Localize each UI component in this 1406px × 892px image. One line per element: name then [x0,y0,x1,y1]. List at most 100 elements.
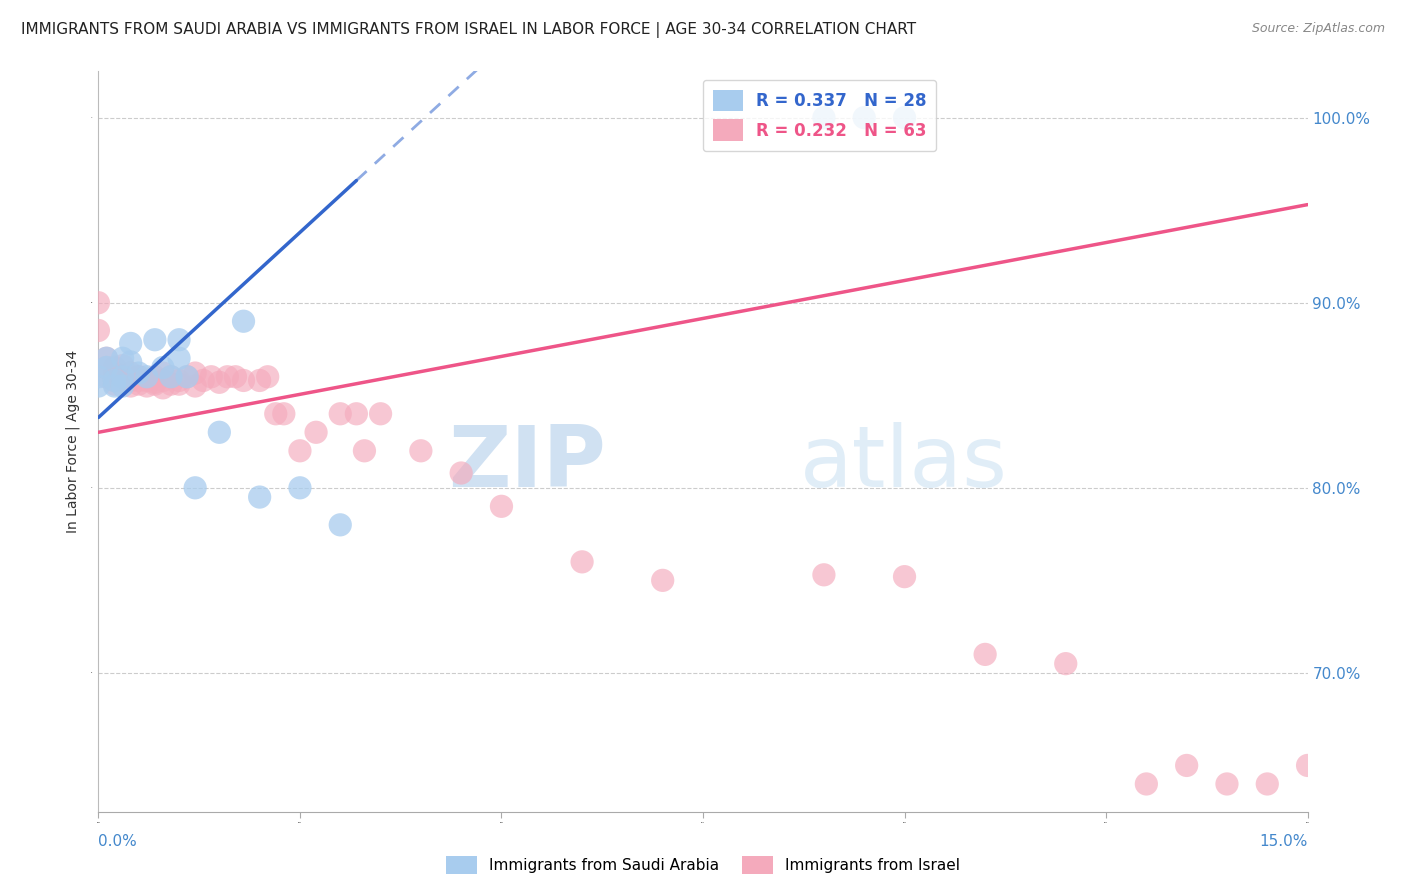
Point [450,466,472,480]
Y-axis label: In Labor Force | Age 30-34: In Labor Force | Age 30-34 [66,350,80,533]
Point [135,369,157,384]
Point [111,351,134,366]
Point [167,351,190,366]
Point [288,481,311,495]
Point [111,369,134,384]
Point [143,377,166,392]
Point [143,369,166,384]
Point [1135,777,1157,791]
Point [344,407,367,421]
Point [167,374,190,388]
Point [184,379,207,393]
Point [249,374,271,388]
Point [232,374,254,388]
Point [1175,758,1198,772]
Point [111,369,134,384]
Point [167,333,190,347]
Point [176,369,198,384]
Point [571,555,593,569]
Point [120,379,142,393]
Point [184,481,207,495]
Point [1054,657,1077,671]
Point [853,111,876,125]
Point [103,377,125,392]
Point [111,379,134,393]
Point [167,377,190,392]
Point [273,407,295,421]
Point [193,374,215,388]
Point [893,111,915,125]
Point [135,374,157,388]
Point [152,381,174,395]
Point [200,369,222,384]
Point [143,376,166,390]
Point [232,314,254,328]
Point [120,374,142,388]
Point [135,379,157,393]
Point [120,366,142,380]
Point [96,351,118,366]
Point [128,369,150,384]
Point [96,360,118,375]
Point [128,374,150,388]
Point [128,369,150,384]
Point [651,574,673,588]
Point [87,323,110,337]
Text: 0.0%: 0.0% [98,834,138,849]
Point [409,443,432,458]
Point [813,111,835,125]
Point [370,407,392,421]
Point [813,567,835,582]
Point [111,359,134,373]
Point [96,351,118,366]
Point [87,379,110,393]
Legend: R = 0.337   N = 28, R = 0.232   N = 63: R = 0.337 N = 28, R = 0.232 N = 63 [703,79,936,151]
Point [120,336,142,351]
Point [1216,777,1239,791]
Text: 15.0%: 15.0% [1260,834,1308,849]
Point [208,425,231,440]
Text: ZIP: ZIP [449,422,606,505]
Point [128,377,150,392]
Point [353,443,375,458]
Point [249,490,271,504]
Point [974,648,997,662]
Text: atlas: atlas [800,422,1008,505]
Point [329,517,352,532]
Point [103,366,125,380]
Point [152,374,174,388]
Point [288,443,311,458]
Point [491,500,513,514]
Point [96,369,118,384]
Point [103,360,125,375]
Point [103,379,125,393]
Point [103,374,125,388]
Point [184,366,207,380]
Point [120,355,142,369]
Point [143,333,166,347]
Point [1296,758,1319,772]
Point [152,360,174,375]
Point [224,369,246,384]
Point [87,369,110,384]
Point [152,366,174,380]
Point [305,425,328,440]
Point [176,369,198,384]
Point [160,369,183,384]
Point [128,366,150,380]
Text: IMMIGRANTS FROM SAUDI ARABIA VS IMMIGRANTS FROM ISRAEL IN LABOR FORCE | AGE 30-3: IMMIGRANTS FROM SAUDI ARABIA VS IMMIGRAN… [21,22,917,38]
Point [217,369,239,384]
Point [1256,777,1278,791]
Point [256,369,278,384]
Point [87,295,110,310]
Point [208,376,231,390]
Point [160,377,183,392]
Point [96,360,118,375]
Point [893,569,915,583]
Point [103,374,125,388]
Legend: Immigrants from Saudi Arabia, Immigrants from Israel: Immigrants from Saudi Arabia, Immigrants… [440,850,966,880]
Point [329,407,352,421]
Point [160,369,183,384]
Point [264,407,287,421]
Text: Source: ZipAtlas.com: Source: ZipAtlas.com [1251,22,1385,36]
